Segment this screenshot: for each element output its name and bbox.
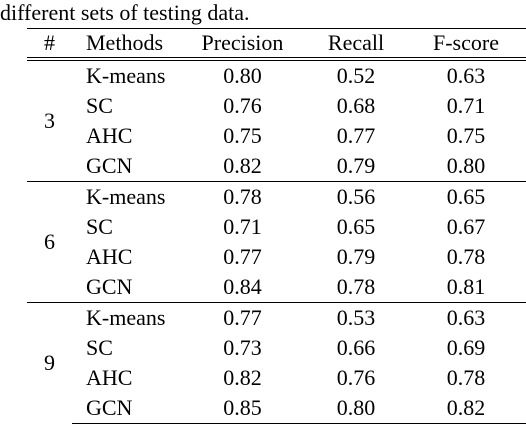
precision-cell: 0.82 — [223, 153, 262, 178]
fscore-cell: 0.71 — [446, 93, 486, 118]
fscore-cell: 0.75 — [446, 123, 486, 148]
precision-cell: 0.78 — [179, 181, 306, 212]
precision-cell: 0.82 — [223, 365, 262, 390]
precision-cell: 0.75 — [223, 123, 262, 148]
recall-cell: 0.80 — [306, 393, 406, 424]
header-precision: Precision — [179, 28, 306, 59]
recall-cell: 0.66 — [336, 335, 376, 360]
recall-cell: 0.76 — [336, 365, 376, 390]
table-row: AHC 0.75 0.77 0.75 — [27, 121, 526, 151]
fscore-cell: 0.65 — [406, 181, 526, 212]
fscore-cell: 0.78 — [446, 244, 486, 269]
table-row: AHC 0.77 0.79 0.78 — [27, 242, 526, 272]
fscore-cell: 0.69 — [446, 335, 486, 360]
method-cell: GCN — [86, 153, 133, 178]
method-cell: GCN — [86, 274, 133, 299]
fscore-cell: 0.82 — [406, 393, 526, 424]
table-row: 9 K-means 0.77 0.53 0.63 — [27, 302, 526, 424]
recall-cell: 0.68 — [336, 93, 376, 118]
fscore-cell: 0.80 — [446, 153, 486, 178]
table-row: 6 K-means 0.78 0.56 0.65 — [27, 181, 526, 303]
table-row: SC 0.73 0.66 0.69 — [27, 333, 526, 363]
table-row: GCN 0.85 0.80 0.82 — [27, 393, 526, 424]
fscore-cell: 0.67 — [446, 214, 486, 239]
recall-cell: 0.79 — [336, 244, 376, 269]
method-cell: SC — [86, 93, 113, 118]
recall-cell: 0.56 — [306, 181, 406, 212]
recall-cell: 0.65 — [336, 214, 376, 239]
precision-cell: 0.71 — [223, 214, 262, 239]
method-cell: K-means — [72, 181, 179, 212]
method-cell: SC — [86, 335, 113, 360]
method-cell: SC — [86, 214, 113, 239]
fscore-cell: 0.63 — [446, 63, 486, 88]
header-methods: Methods — [72, 28, 179, 59]
group-number: 9 — [27, 302, 72, 424]
recall-cell: 0.78 — [336, 274, 376, 299]
table-row: GCN 0.82 0.79 0.80 — [27, 151, 526, 182]
table-row: 3 K-means 0.80 0.52 0.63 — [27, 59, 526, 133]
recall-cell: 0.52 — [336, 63, 376, 88]
group-number: 3 — [44, 108, 55, 133]
table-header: # Methods Precision Recall F-score — [27, 28, 526, 59]
precision-cell: 0.77 — [223, 244, 262, 269]
recall-cell: 0.53 — [306, 302, 406, 333]
method-cell: K-means — [86, 63, 166, 88]
precision-cell: 0.77 — [179, 302, 306, 333]
method-cell: K-means — [72, 302, 179, 333]
precision-cell: 0.80 — [223, 63, 262, 88]
recall-cell: 0.79 — [336, 153, 376, 178]
header-fscore: F-score — [406, 28, 526, 59]
results-table: # Methods Precision Recall F-score 3 K-m… — [27, 28, 526, 424]
table-group-3: 3 K-means 0.80 0.52 0.63 SC 0.76 0.68 0.… — [27, 59, 526, 182]
group-number: 6 — [27, 181, 72, 303]
precision-cell: 0.84 — [223, 274, 262, 299]
fscore-cell: 0.81 — [446, 274, 486, 299]
precision-cell: 0.73 — [223, 335, 262, 360]
method-cell: AHC — [86, 123, 133, 148]
table-caption: different sets of testing data. — [0, 0, 250, 25]
method-cell: GCN — [72, 393, 179, 424]
table-group-6: 6 K-means 0.78 0.56 0.65 SC 0.71 0.65 0.… — [27, 181, 526, 303]
header-recall: Recall — [306, 28, 406, 59]
fscore-cell: 0.63 — [406, 302, 526, 333]
method-cell: AHC — [86, 244, 133, 269]
table-row: GCN 0.84 0.78 0.81 — [27, 272, 526, 303]
header-number: # — [27, 28, 72, 59]
precision-cell: 0.76 — [223, 93, 262, 118]
fscore-cell: 0.78 — [446, 365, 486, 390]
precision-cell: 0.85 — [179, 393, 306, 424]
table-row: SC 0.71 0.65 0.67 — [27, 212, 526, 242]
table-row: SC 0.76 0.68 0.71 — [27, 91, 526, 121]
method-cell: AHC — [86, 365, 133, 390]
header-row: # Methods Precision Recall F-score — [27, 28, 526, 59]
recall-cell: 0.77 — [336, 123, 376, 148]
table-group-9: 9 K-means 0.77 0.53 0.63 SC 0.73 0.66 0.… — [27, 302, 526, 424]
table-row: AHC 0.82 0.76 0.78 — [27, 363, 526, 393]
